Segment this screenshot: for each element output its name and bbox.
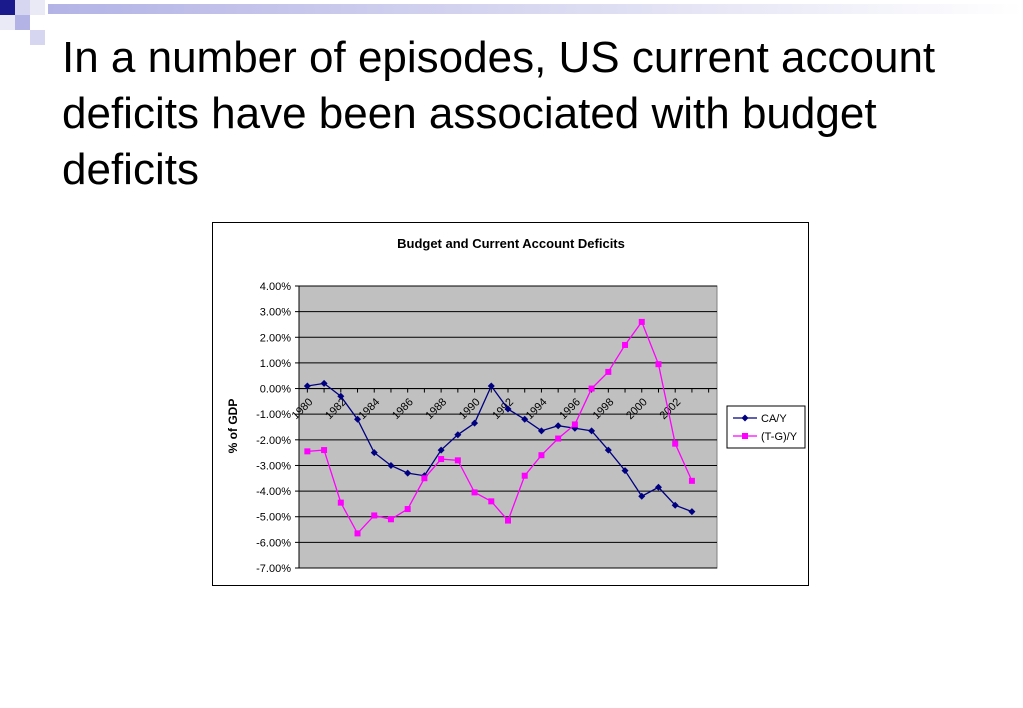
data-point [471, 489, 478, 496]
deco-square-pale [30, 0, 45, 15]
data-point [438, 456, 445, 463]
y-tick-label: -1.00% [256, 409, 291, 421]
slide-header-gradient-bar [48, 4, 1023, 14]
y-axis-label: % of GDP [226, 399, 240, 454]
deco-square-lavender [15, 15, 30, 30]
y-tick-label: -6.00% [256, 537, 291, 549]
data-point [454, 457, 461, 464]
chart-container: Budget and Current Account Deficits % of… [212, 222, 809, 586]
data-point [303, 382, 311, 390]
data-point [655, 361, 662, 368]
legend-marker [741, 414, 749, 422]
data-point [488, 498, 495, 505]
legend-box [726, 405, 806, 449]
y-tick-label: 4.00% [260, 281, 291, 293]
data-point [521, 472, 528, 479]
deco-square-navy [0, 0, 15, 15]
data-point [554, 422, 562, 430]
y-tick-label: -2.00% [256, 435, 291, 447]
data-point [671, 501, 679, 509]
chart-legend: CA/Y (T-G)/Y [726, 405, 806, 449]
data-point [588, 427, 596, 435]
data-point [354, 530, 361, 537]
y-tick-label: 3.00% [260, 307, 291, 319]
data-point [588, 385, 595, 392]
data-point [371, 512, 378, 519]
data-point [555, 435, 562, 442]
data-point [354, 415, 362, 423]
legend-label: CA/Y [761, 413, 787, 425]
data-point [688, 508, 696, 516]
data-point [672, 440, 679, 447]
data-point [571, 424, 579, 432]
deco-square-pale-2 [0, 15, 15, 30]
y-tick-label: -7.00% [256, 563, 291, 575]
data-point [454, 431, 462, 439]
data-point [487, 382, 495, 390]
data-point [304, 448, 311, 455]
data-point [387, 516, 394, 523]
data-point [387, 461, 395, 469]
y-tick-label: 1.00% [260, 358, 291, 370]
data-point [604, 446, 612, 454]
data-point [421, 475, 428, 482]
data-point [638, 318, 645, 325]
data-point [521, 415, 529, 423]
chart-title: Budget and Current Account Deficits [397, 236, 625, 251]
deco-square-lavender-2 [15, 0, 30, 15]
data-point [537, 427, 545, 435]
slide-title: In a number of episodes, US current acco… [62, 33, 936, 194]
deco-square-light [30, 30, 45, 45]
data-point [370, 449, 378, 457]
data-point [638, 492, 646, 500]
data-point [688, 477, 695, 484]
data-point [571, 421, 578, 428]
y-tick-label: -4.00% [256, 486, 291, 498]
data-point [621, 467, 629, 475]
data-point [321, 447, 328, 454]
data-point [404, 506, 411, 513]
data-point [320, 379, 328, 387]
legend-label: (T-G)/Y [761, 431, 798, 443]
y-tick-label: 0.00% [260, 384, 291, 396]
data-point [622, 341, 629, 348]
data-point [538, 452, 545, 459]
data-point [654, 483, 662, 491]
plot-area: 4.00% 3.00% 2.00% 1.00% 0.00% -1.00% -2.00% -3.… [256, 281, 718, 575]
data-point [437, 446, 445, 454]
data-point [504, 405, 512, 413]
series-line-ca-y [307, 382, 693, 513]
y-tick-label: -5.00% [256, 512, 291, 524]
legend-marker [742, 433, 748, 439]
data-point [337, 392, 345, 400]
data-point [471, 419, 479, 427]
data-point [337, 499, 344, 506]
line-chart: Budget and Current Account Deficits % of… [226, 236, 806, 575]
y-tick-label: 2.00% [260, 332, 291, 344]
y-tick-label: -3.00% [256, 460, 291, 472]
slide-corner-decoration [0, 0, 45, 45]
data-point [404, 469, 412, 477]
data-point [505, 517, 511, 524]
data-point [605, 368, 612, 375]
